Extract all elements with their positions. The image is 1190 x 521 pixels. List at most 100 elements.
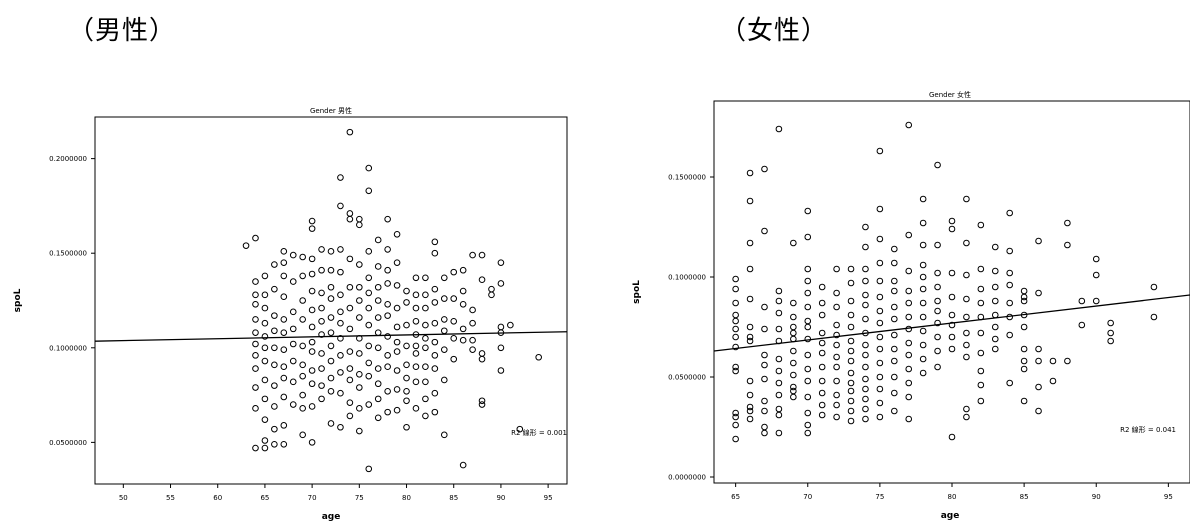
scatter-point [1049, 357, 1057, 365]
scatter-point [308, 217, 316, 225]
scatter-point [775, 391, 783, 399]
scatter-point [327, 248, 335, 255]
scatter-point [261, 291, 269, 299]
scatter-point [862, 301, 869, 309]
scatter-point [431, 299, 439, 306]
scatter-point [1092, 271, 1100, 279]
scatter-point [440, 346, 448, 353]
scatter-point [280, 363, 288, 371]
scatter-point [847, 297, 855, 305]
scatter-point [963, 313, 970, 321]
scatter-point [746, 197, 754, 205]
scatter-point [299, 253, 306, 261]
scatter-point [732, 343, 739, 351]
scatter-point [412, 318, 420, 325]
scatter-point [1020, 365, 1028, 373]
scatter-point [403, 374, 410, 382]
scatter-point [833, 265, 840, 273]
scatter-point [963, 353, 970, 361]
scatter-point [732, 299, 739, 307]
scatter-point [1092, 255, 1100, 263]
scatter-point [308, 255, 316, 263]
scatter-point [252, 300, 259, 308]
scatter-point [337, 246, 344, 253]
scatter-point [393, 323, 401, 331]
scatter-point [977, 299, 985, 307]
scatter-point [327, 374, 335, 382]
scatter-point [934, 319, 941, 327]
scatter-point [876, 293, 884, 301]
scatter-point [963, 329, 970, 337]
scatter-point [991, 243, 999, 251]
scatter-point [977, 285, 985, 293]
scatter-point [905, 287, 913, 295]
scatter-point [833, 331, 840, 339]
scatter-point [1150, 283, 1158, 291]
scatter-point [934, 307, 941, 315]
scatter-point [497, 344, 505, 352]
scatter-point [365, 164, 373, 172]
scatter-point [891, 315, 898, 323]
scatter-point [393, 348, 401, 355]
scatter-point [365, 359, 373, 367]
scatter-point [374, 395, 382, 403]
scatter-point [384, 312, 391, 319]
scatter-point [761, 361, 768, 369]
x-tick-label: 70 [803, 493, 812, 501]
scatter-point [271, 344, 278, 352]
scatter-point [891, 331, 898, 339]
scatter-point [308, 338, 316, 346]
scatter-point [919, 195, 927, 203]
scatter-point [775, 355, 783, 363]
scatter-point [905, 365, 913, 373]
scatter-point [804, 409, 812, 417]
x-tick-label: 75 [875, 493, 884, 501]
scatter-point [746, 239, 754, 247]
scatter-point [746, 337, 754, 345]
scatter-point [790, 393, 797, 401]
scatter-point [365, 342, 373, 350]
scatter-point [403, 388, 410, 395]
scatter-point [337, 268, 344, 276]
scatter-point [289, 251, 297, 259]
scatter-point [356, 350, 363, 357]
scatter-point [299, 361, 306, 369]
scatter-point [478, 276, 486, 283]
x-tick-label: 85 [1020, 493, 1029, 501]
scatter-point [356, 427, 363, 435]
scatter-point [948, 321, 956, 329]
scatter-point [905, 339, 913, 347]
scatter-point [252, 444, 259, 452]
scatter-point [948, 225, 956, 233]
scatter-point [431, 408, 439, 416]
scatter-point [790, 347, 797, 355]
scatter-point [346, 325, 354, 333]
scatter-point [327, 420, 335, 427]
scatter-point [365, 248, 373, 255]
scatter-point [818, 299, 826, 307]
scatter-point [876, 345, 884, 353]
scatter-point [804, 377, 812, 385]
scatter-point [934, 283, 941, 291]
y-axis-label-female: spoL [632, 280, 642, 304]
scatter-point [280, 316, 288, 323]
x-tick-label: 85 [449, 494, 458, 502]
scatter-point [804, 289, 812, 297]
scatter-point [422, 321, 429, 329]
scatter-point [804, 303, 812, 311]
scatter-point [991, 335, 999, 343]
scatter-point [876, 147, 884, 155]
scatter-point [337, 369, 344, 376]
x-tick-label: 55 [166, 494, 175, 502]
scatter-point [862, 291, 869, 299]
scatter-point [876, 333, 884, 341]
scatter-point [833, 321, 840, 329]
scatter-point [963, 271, 970, 279]
scatter-point [934, 161, 941, 169]
scatter-point [919, 369, 927, 377]
scatter-point [876, 359, 884, 367]
scatter-point [833, 391, 840, 399]
scatter-point [346, 348, 354, 355]
scatter-point [818, 389, 826, 397]
scatter-point [934, 269, 941, 277]
